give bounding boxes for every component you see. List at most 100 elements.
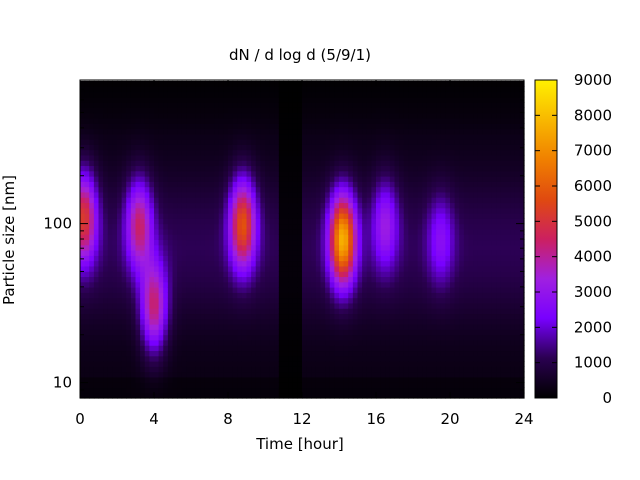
heatmap-cell [288,324,294,330]
heatmap-cell [426,202,433,209]
heatmap-cell [265,165,271,172]
heatmap-cell [274,329,280,336]
heatmap-cell [306,376,312,383]
heatmap-cell [135,123,141,130]
heatmap-cell [117,144,123,151]
heatmap-cell [389,334,396,341]
heatmap-cell [163,144,169,151]
heatmap-cell [209,366,215,373]
heatmap-cell [422,234,428,241]
heatmap-cell [315,276,322,283]
heatmap-cell [107,350,113,357]
heatmap-cell [246,281,252,288]
heatmap-cell [302,318,308,325]
heatmap-cell [417,250,423,256]
heatmap-cell [362,376,368,383]
heatmap-cell [186,292,192,299]
heatmap-cell [93,355,100,362]
heatmap-cell [181,112,187,119]
heatmap-cell [343,170,349,177]
heatmap-cell [167,123,174,130]
heatmap-cell [389,276,396,283]
heatmap-cell [167,165,174,172]
heatmap-cell [278,160,285,167]
heatmap-cell [408,149,414,156]
heatmap-cell [260,339,266,346]
heatmap-cell [126,234,132,241]
heatmap-cell [177,324,183,330]
heatmap-cell [366,160,372,167]
heatmap-cell [311,265,317,272]
heatmap-cell [80,218,86,225]
heatmap-cell [426,181,433,188]
heatmap-cell [394,165,400,172]
heatmap-cell [93,144,100,151]
heatmap-cell [93,228,100,235]
heatmap-cell [144,96,150,103]
heatmap-cell [265,355,271,362]
heatmap-cell [297,86,303,93]
heatmap-cell [297,387,303,394]
heatmap-cell [334,202,340,209]
heatmap-cell [385,287,391,293]
heatmap-cell [241,297,248,304]
heatmap-cell [103,260,109,267]
heatmap-cell [394,392,400,399]
heatmap-cell [339,371,345,378]
heatmap-cell [181,345,187,352]
heatmap-cell [297,292,303,299]
heatmap-cell [413,355,419,362]
heatmap-cell [195,318,201,325]
heatmap-cell [399,202,405,209]
heatmap-cell [357,123,363,130]
heatmap-cell [288,234,294,241]
heatmap-cell [426,318,433,325]
heatmap-cell [385,276,391,283]
heatmap-cell [98,392,104,399]
heatmap-cell [325,339,331,346]
heatmap-cell [431,350,437,357]
heatmap-cell [214,213,220,219]
heatmap-cell [167,181,174,188]
heatmap-cell [278,202,285,209]
heatmap-cell [130,345,137,352]
heatmap-cell [274,355,280,362]
heatmap-cell [177,371,183,378]
heatmap-cell [440,218,446,225]
heatmap-cell [450,213,456,219]
heatmap-cell [121,382,127,389]
heatmap-cell [135,149,141,156]
heatmap-cell [218,334,224,341]
heatmap-cell [445,154,451,161]
heatmap-cell [352,371,359,378]
heatmap-cell [459,244,465,251]
heatmap-cell [121,133,127,140]
heatmap-cell [200,334,206,341]
heatmap-cell [413,112,419,119]
heatmap-cell [140,197,146,204]
heatmap-cell [265,191,271,198]
heatmap-cell [311,107,317,114]
heatmap-cell [84,313,90,320]
heatmap-cell [209,313,215,320]
heatmap-cell [269,223,275,230]
heatmap-cell [117,361,123,367]
heatmap-cell [191,144,197,151]
heatmap-cell [163,165,169,172]
heatmap-cell [149,371,155,378]
heatmap-cell [339,350,345,357]
heatmap-cell [204,91,211,98]
heatmap-cell [306,255,312,262]
heatmap-cell [325,218,331,225]
heatmap-cell [431,355,437,362]
heatmap-cell [135,382,141,389]
heatmap-cell [246,324,252,330]
heatmap-cell [325,107,331,114]
heatmap-cell [172,329,178,336]
heatmap-cell [93,86,100,93]
heatmap-cell [214,228,220,235]
heatmap-cell [362,144,368,151]
heatmap-cell [255,144,261,151]
heatmap-cell [103,265,109,272]
heatmap-cell [167,223,174,230]
